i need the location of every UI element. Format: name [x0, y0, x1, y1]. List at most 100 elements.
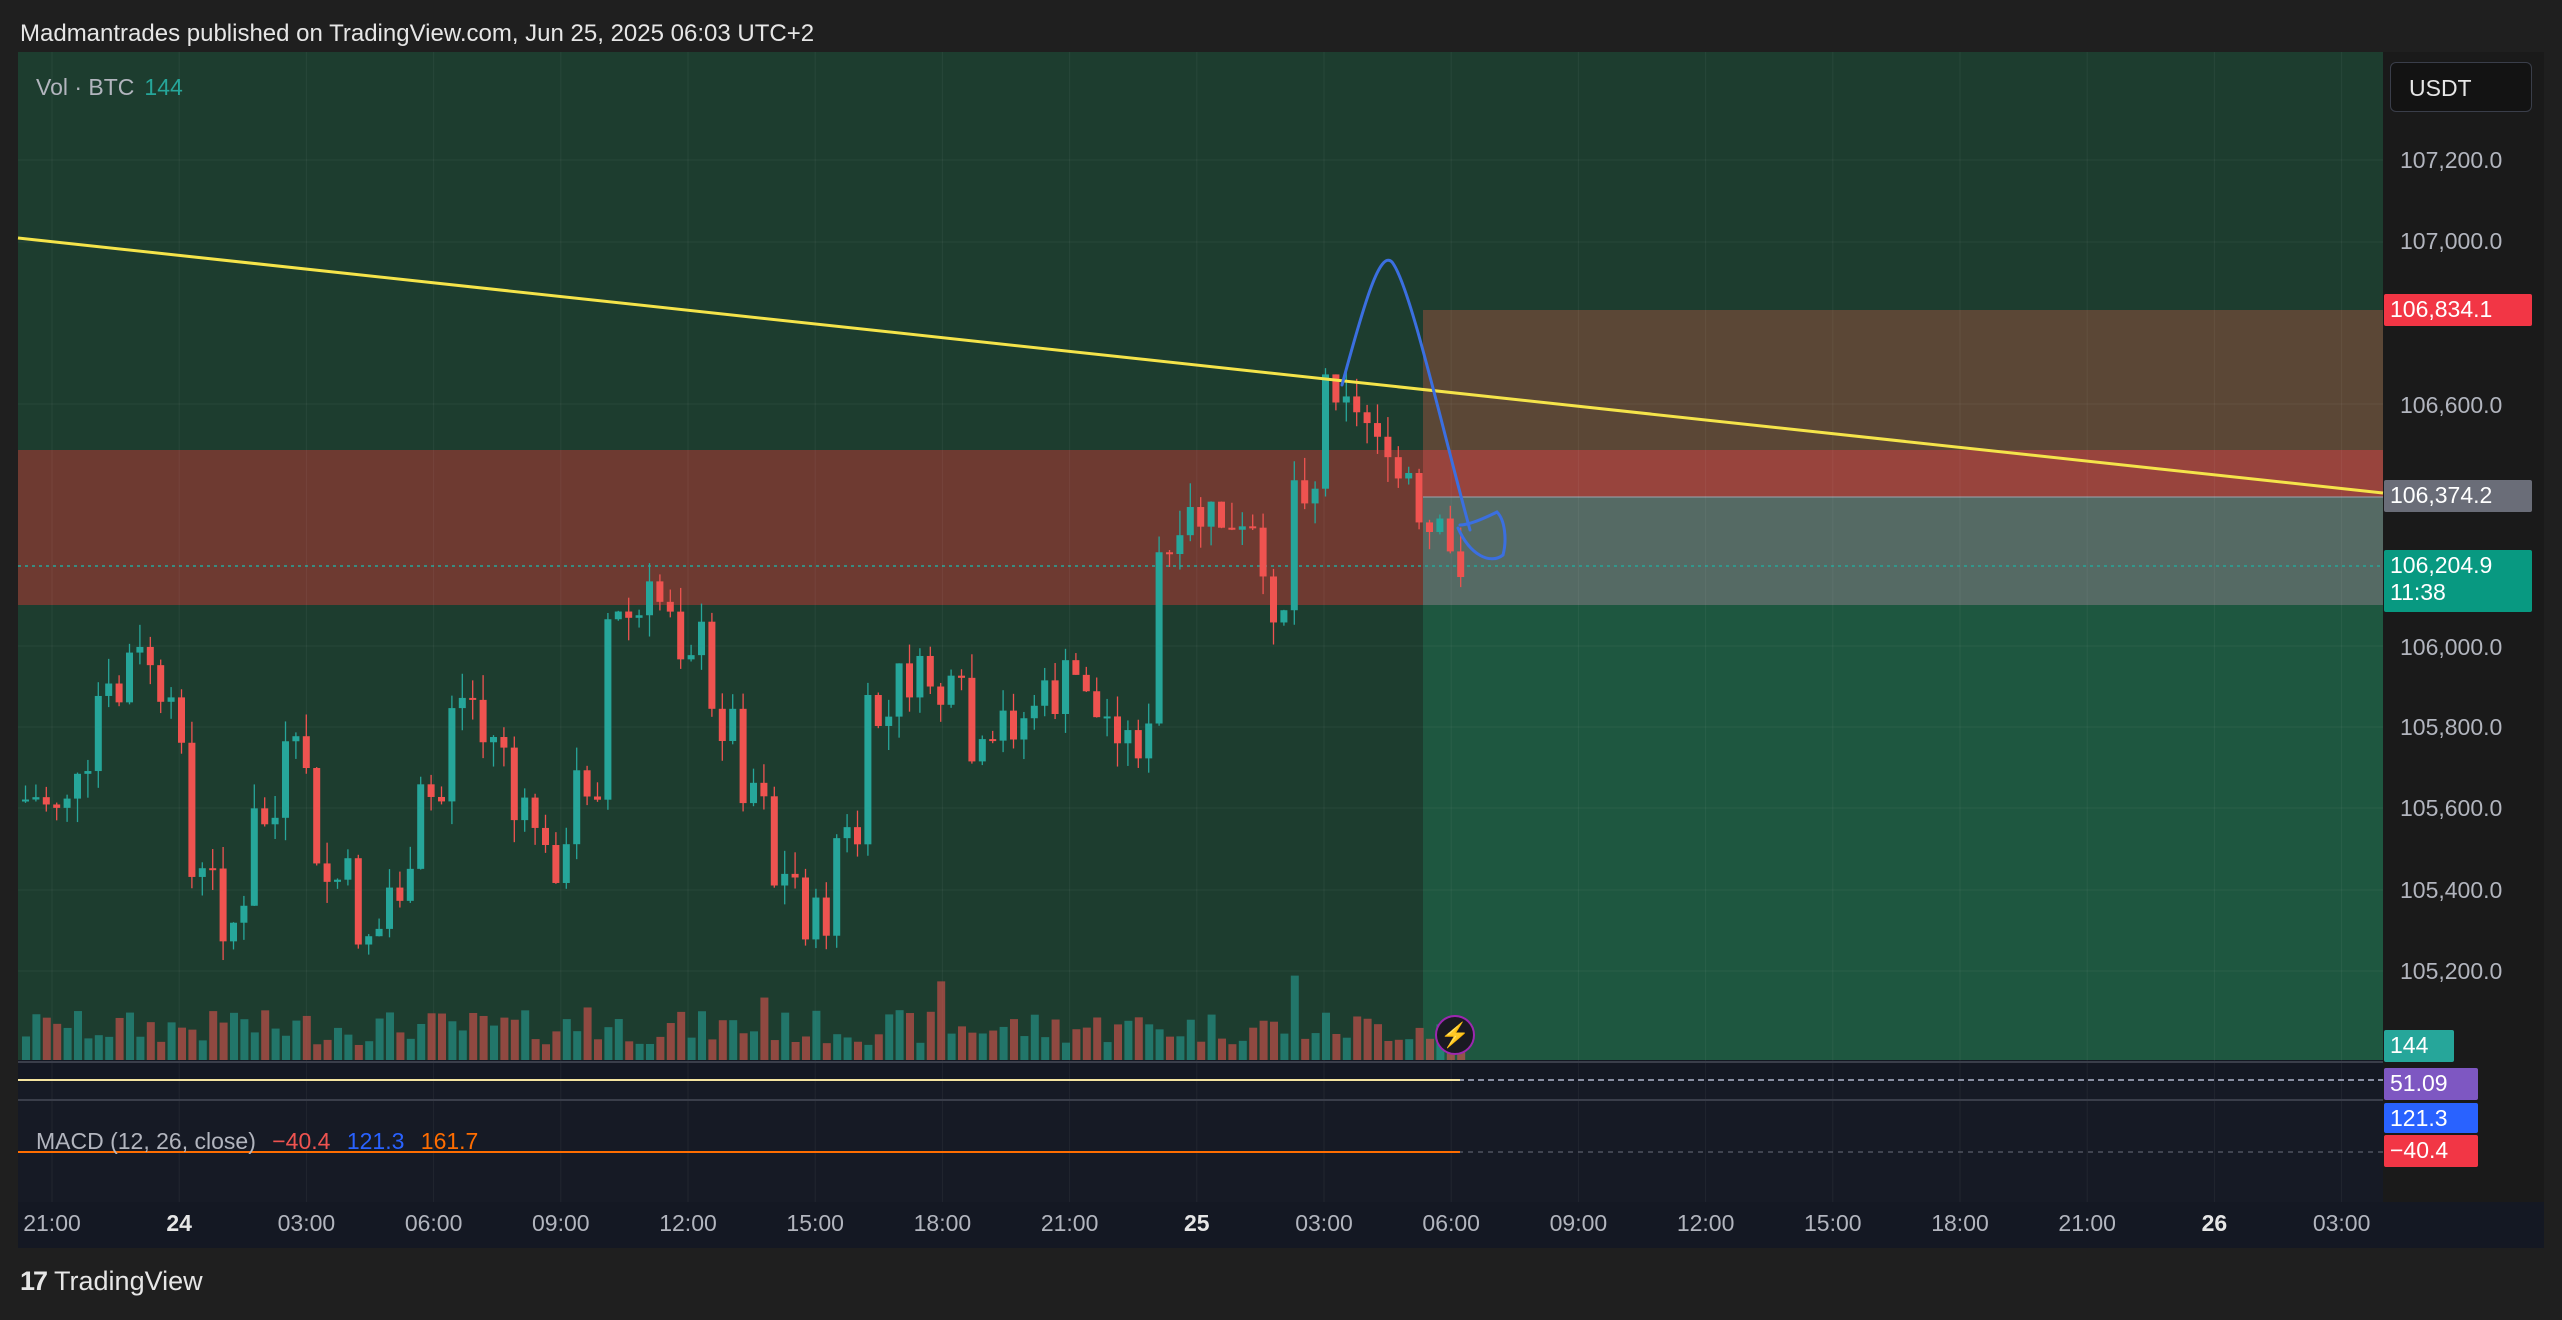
- volume-bar: [448, 1021, 457, 1060]
- candle-body: [1145, 723, 1153, 759]
- volume-bar: [1394, 1039, 1403, 1060]
- volume-bar: [906, 1013, 914, 1060]
- candle-body: [583, 770, 591, 797]
- volume-bar: [386, 1012, 394, 1060]
- volume-bar: [677, 1011, 686, 1060]
- volume-bar: [812, 1010, 821, 1060]
- macd-line-value: 121.3: [346, 1128, 405, 1154]
- price-tick: 107,000.0: [2400, 228, 2503, 254]
- candle-body: [989, 739, 997, 742]
- candle-body: [1290, 480, 1298, 611]
- volume-bar: [781, 1012, 790, 1060]
- resistance-trendline: [17, 236, 2384, 495]
- time-tick: 26: [2201, 1210, 2228, 1236]
- price-tick: 105,400.0: [2400, 877, 2503, 903]
- lightning-icon[interactable]: ⚡: [1435, 1015, 1475, 1055]
- volume-legend[interactable]: Vol · BTC 144: [36, 74, 183, 101]
- candle-body: [791, 873, 799, 878]
- tradingview-logo[interactable]: 17 TradingView: [20, 1266, 203, 1297]
- candle-body: [344, 858, 352, 880]
- candle-body: [895, 663, 903, 717]
- last-price-value: 106,204.9: [2390, 552, 2493, 578]
- macd-signal-value: 161.7: [420, 1128, 479, 1154]
- volume-bar: [1405, 1039, 1414, 1060]
- candle-body: [604, 619, 612, 800]
- volume-bar: [978, 1033, 987, 1060]
- candle-body: [1103, 716, 1111, 719]
- volume-bar: [22, 1036, 30, 1060]
- currency-selector[interactable]: USDT: [2390, 62, 2532, 112]
- candle-body: [1301, 480, 1309, 504]
- target-zone: [1423, 605, 2383, 1060]
- candle-body: [1030, 705, 1038, 719]
- volume-bar: [1374, 1024, 1382, 1060]
- hand-drawn-arrow: [1340, 258, 1507, 561]
- volume-bar: [625, 1041, 634, 1060]
- candle-body: [469, 697, 477, 700]
- candle-body: [146, 646, 154, 666]
- candle-body: [406, 868, 414, 901]
- candle-body: [812, 897, 820, 940]
- candle-body: [84, 771, 92, 774]
- volume-legend-value: 144: [144, 74, 183, 100]
- candle-body: [573, 770, 581, 845]
- volume-bar: [396, 1032, 405, 1060]
- volume-bar: [178, 1027, 186, 1060]
- candle-body: [479, 699, 487, 743]
- candle-body: [802, 877, 809, 940]
- volume-bar: [1426, 1038, 1434, 1060]
- time-tick: 18:00: [913, 1210, 972, 1236]
- candle-body: [1426, 522, 1433, 532]
- candle-body: [1332, 374, 1340, 403]
- time-tick: 12:00: [659, 1210, 717, 1236]
- volume-bar: [1134, 1017, 1143, 1060]
- volume-bar: [1093, 1017, 1102, 1060]
- volume-bar: [531, 1039, 540, 1060]
- candle-body: [1342, 396, 1350, 403]
- candle-body: [1186, 507, 1194, 536]
- candle-body: [230, 922, 237, 942]
- volume-bar: [1270, 1021, 1278, 1060]
- rsi-badge: 51.09: [2384, 1068, 2478, 1100]
- candle-body: [770, 796, 778, 886]
- time-tick: 25: [1184, 1210, 1210, 1236]
- candle-body: [157, 665, 165, 702]
- price-tick: 105,200.0: [2400, 958, 2503, 984]
- time-tick: 06:00: [404, 1210, 463, 1236]
- candle-body: [854, 827, 861, 845]
- time-tick: 09:00: [532, 1210, 590, 1236]
- candle-body: [209, 868, 217, 871]
- candle-body: [874, 695, 882, 726]
- candle-body: [219, 868, 227, 942]
- candle-body: [999, 710, 1007, 741]
- macd-legend[interactable]: MACD (12, 26, close) −40.4 121.3 161.7: [36, 1128, 488, 1155]
- candle-body: [739, 708, 747, 804]
- volume-bar: [157, 1041, 166, 1060]
- candle-body: [282, 741, 289, 818]
- volume-bar: [250, 1032, 259, 1060]
- volume-bar: [167, 1022, 176, 1060]
- volume-bar: [770, 1040, 779, 1060]
- volume-bar: [968, 1032, 977, 1060]
- candle-body: [354, 858, 362, 945]
- time-tick: 21:00: [2058, 1210, 2116, 1236]
- volume-bar: [469, 1012, 478, 1060]
- candle-body: [750, 782, 757, 804]
- candle-body: [687, 655, 695, 660]
- candle-body: [1124, 730, 1132, 744]
- candle-body: [74, 773, 81, 799]
- candle-body: [427, 784, 435, 797]
- candle-body: [1197, 507, 1205, 527]
- volume-bar: [843, 1037, 852, 1060]
- candle-body: [500, 737, 508, 748]
- candle-body: [906, 663, 913, 698]
- volume-bar: [427, 1013, 436, 1060]
- volume-bar: [989, 1030, 998, 1060]
- volume-bar: [656, 1036, 665, 1060]
- volume-bar: [1114, 1024, 1122, 1060]
- volume-bar: [1363, 1018, 1372, 1060]
- candle-body: [510, 747, 518, 821]
- volume-bar: [1082, 1027, 1091, 1060]
- candle-body: [1093, 691, 1101, 718]
